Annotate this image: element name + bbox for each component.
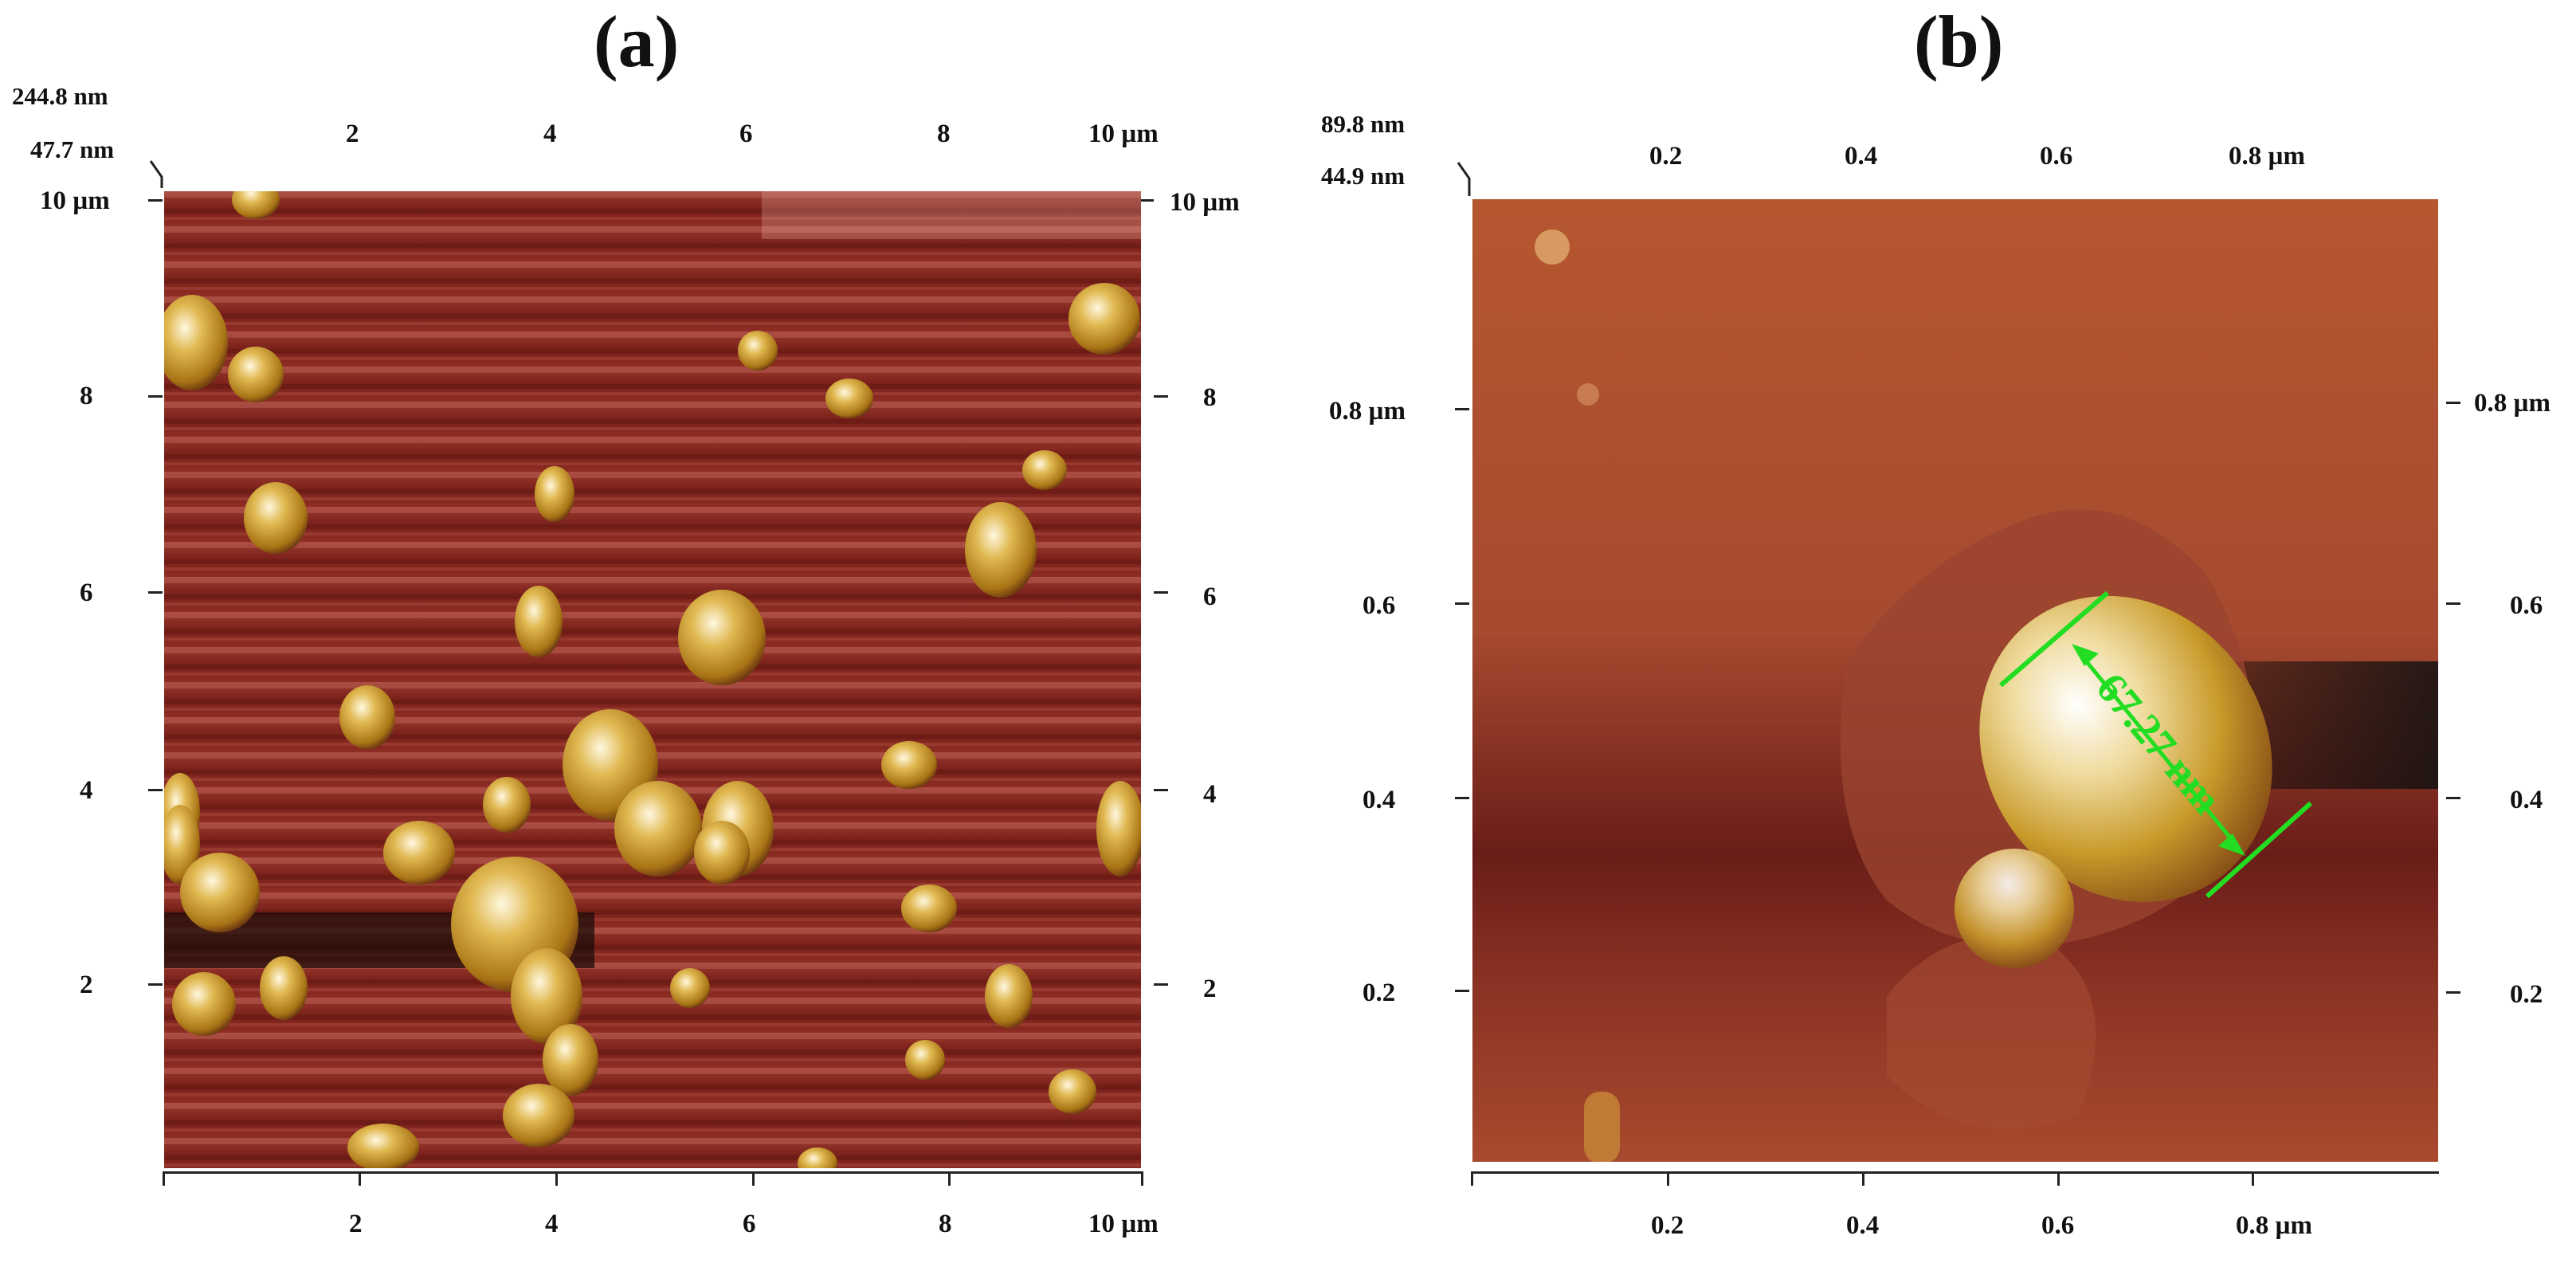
panel-a-z-min: 47.7 nm (30, 135, 115, 163)
panel-a-bottom-tick-mark (555, 1171, 558, 1186)
panel-a-left-tick-mark (148, 983, 163, 986)
panel-b-left-tick-mark (1455, 408, 1469, 410)
panel-a-top-tick: 4 (543, 120, 557, 148)
panel-b-bottom-tick: 0.4 (1846, 1211, 1880, 1240)
panel-b-right-tick: 0.4 (2510, 786, 2543, 814)
panel-a-z-max: 244.8 nm (12, 82, 108, 110)
panel-b-right-tick-mark (2446, 797, 2460, 799)
panel-a-bottom-tick: 6 (743, 1210, 756, 1238)
panel-b-left-tick: 0.4 (1362, 786, 1396, 814)
panel-b-left-tick-mark (1455, 990, 1469, 992)
panel-a-bottom-tick: 4 (545, 1210, 559, 1238)
panel-b-left-tick: 0.8 µm (1329, 397, 1406, 426)
panel-b-top-tick: 0.2 (1649, 142, 1683, 171)
panel-b-right-tick: 0.8 µm (2474, 389, 2551, 418)
panel-a-bottom-tick-mark (948, 1171, 951, 1186)
panel-b-right-tick-mark (2446, 402, 2460, 404)
panel-b-bottom-tick-mark (2252, 1171, 2254, 1186)
panel-a-left-tick-mark (148, 591, 163, 594)
panel-a-right-tick-mark (1154, 983, 1168, 986)
panel-b-bottom-tick: 0.2 (1651, 1211, 1684, 1240)
panel-a-left-tick: 10 µm (40, 186, 110, 215)
panel-a-left-tick-mark (148, 789, 163, 791)
panel-b-z-corner-mark (1457, 162, 1471, 196)
panel-a-right-tick: 6 (1203, 582, 1217, 611)
panel-a-bottom-tick-mark (359, 1171, 361, 1186)
panel-a-right-tick-mark (1154, 395, 1168, 398)
panel-a-bottom-axis (163, 1171, 1143, 1174)
panel-a-bottom-tick-mark (752, 1171, 755, 1186)
panel-b-bottom-tick-mark (1862, 1171, 1864, 1186)
panel-b-left-tick-mark (1455, 602, 1469, 605)
panel-a-right-tick-mark (1139, 199, 1154, 202)
panel-a-left-tick: 4 (80, 776, 93, 805)
panel-b-left-tick: 0.6 (1362, 591, 1396, 620)
panel-a-left-tick: 2 (80, 971, 93, 999)
measurement-line (1999, 590, 2313, 899)
panel-a-right-tick: 10 µm (1170, 188, 1240, 217)
panel-a-z-corner-mark (149, 160, 163, 188)
panel-a-bottom-tick: 10 µm (1088, 1210, 1159, 1238)
panel-a-bottom-tick-mark (1141, 1171, 1143, 1186)
panel-a-left-tick-mark (148, 199, 163, 202)
panel-a-right-tick: 2 (1203, 975, 1217, 1003)
panel-a-right-tick-mark (1154, 789, 1168, 791)
panel-a-afm-image (164, 191, 1141, 1168)
panel-b-left-tick: 0.2 (1362, 979, 1396, 1007)
panel-b-afm-image (1472, 199, 2438, 1162)
panel-a-left-tick-mark (148, 395, 163, 398)
panel-b-right-tick: 0.2 (2510, 980, 2543, 1009)
panel-b-right-tick-mark (2446, 991, 2460, 994)
panel-b-z-min: 44.9 nm (1321, 162, 1406, 190)
panel-b-label: (b) (1914, 1, 2004, 82)
panel-a-right-tick: 8 (1203, 383, 1217, 412)
panel-b-top-tick: 0.4 (1845, 142, 1878, 171)
panel-a-left-tick: 8 (80, 382, 93, 410)
panel-b-right-tick: 0.6 (2510, 591, 2543, 620)
panel-b-z-max: 89.8 nm (1321, 110, 1406, 138)
panel-a-bottom-tick: 2 (349, 1210, 363, 1238)
panel-a-left-tick: 6 (80, 579, 93, 607)
panel-b-bottom-tick-mark (2057, 1171, 2060, 1186)
panel-a-bottom-tick-mark (163, 1171, 165, 1186)
panel-b-bottom-tick-mark (1471, 1171, 1473, 1186)
panel-b-top-tick: 0.8 µm (2229, 142, 2306, 171)
panel-b-right-tick-mark (2446, 602, 2460, 605)
panel-b-bottom-tick: 0.6 (2041, 1211, 2075, 1240)
panel-a-right-tick: 4 (1203, 780, 1217, 809)
panel-a-bottom-tick: 8 (939, 1210, 952, 1238)
panel-b-left-tick-mark (1455, 797, 1469, 799)
panel-b-bottom-axis (1471, 1171, 2439, 1174)
panel-a-top-tick: 6 (739, 120, 753, 148)
panel-b-bottom-tick: 0.8 µm (2236, 1211, 2313, 1240)
panel-b-top-tick: 0.6 (2040, 142, 2073, 171)
panel-a-top-tick: 8 (937, 120, 951, 148)
panel-a-right-tick-mark (1154, 591, 1168, 594)
panel-a-top-tick: 2 (346, 120, 359, 148)
panel-a-label: (a) (594, 1, 680, 82)
panel-a-top-tick: 10 µm (1088, 120, 1159, 148)
panel-b-bottom-tick-mark (1667, 1171, 1669, 1186)
